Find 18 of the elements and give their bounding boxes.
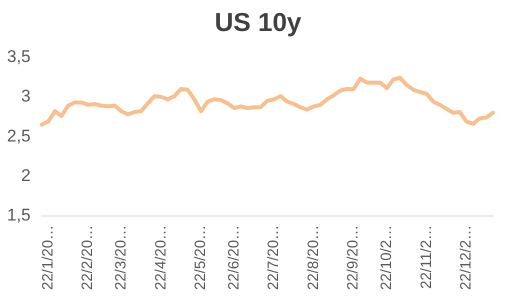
x-tick-label: 22/2/20…: [79, 224, 96, 290]
x-tick-label: 22/10/2…: [378, 224, 395, 290]
x-tick-label: 22/4/20…: [152, 224, 170, 290]
x-tick-label: 22/5/20…: [192, 224, 210, 290]
x-tick-label: 22/9/20…: [344, 224, 362, 290]
y-tick-label: 3,5: [6, 46, 31, 66]
y-tick-label: 2: [21, 166, 31, 185]
x-tick-label: 22/6/20…: [225, 224, 242, 290]
x-tick-label: 22/12/2…: [458, 224, 475, 290]
y-tick-label: 2,5: [6, 126, 31, 146]
x-tick-label: 22/1/20…: [39, 224, 56, 290]
x-tick-label: 22/7/20…: [265, 224, 282, 290]
chart-title: US 10y: [214, 6, 302, 37]
x-tick-label: 22/11/2…: [418, 224, 435, 289]
x-tick-label: 22/3/20…: [112, 224, 130, 290]
x-tick-label: 22/8/20…: [304, 224, 322, 290]
y-tick-label: 1,5: [6, 206, 31, 225]
y-tick-label: 3: [21, 86, 31, 106]
